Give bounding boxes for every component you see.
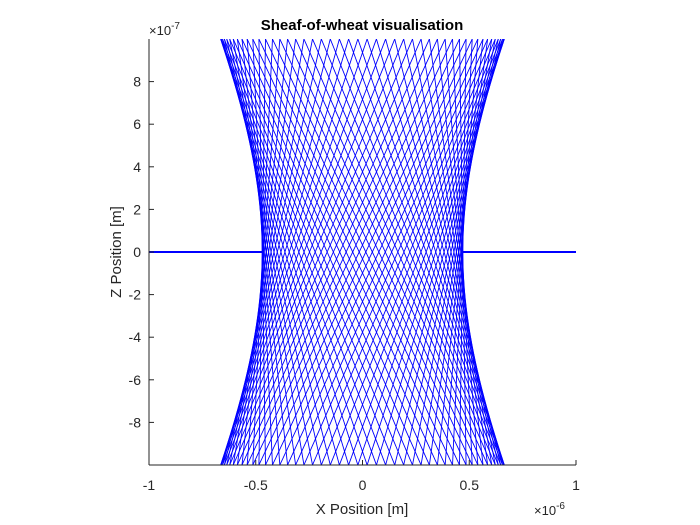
ray-lines [149,39,576,465]
y-tick-label: 4 [133,159,141,175]
x-tick-label: -1 [143,477,156,493]
y-exponent-power: -7 [171,21,180,32]
ray-line [246,39,446,465]
svg-text:×10-6: ×10-6 [534,501,565,518]
ray-line [265,39,467,465]
x-exponent-power: -6 [556,501,565,512]
ray-line [241,39,438,465]
x-tick-label: 0.5 [460,477,480,493]
y-tick-label: 0 [133,244,141,260]
y-tick-label: 6 [133,116,141,132]
x-tick-label: 0 [359,477,367,493]
svg-text:×10-7: ×10-7 [149,21,180,38]
ray-line [329,39,502,465]
y-axis-label: Z Position [m] [108,206,125,298]
ray-line [279,39,479,465]
ray-line [236,39,430,465]
y-tick-label: 2 [133,201,141,217]
ray-line [272,39,473,465]
y-axis-ticks: -8 -6 -4 -2 0 2 4 6 8 [129,74,154,430]
ray-line [258,39,460,465]
ray-line [303,39,493,465]
ray-line [229,39,413,465]
y-tick-label: -4 [129,329,142,345]
ray-line [320,39,499,465]
ray-line [287,39,484,465]
ray-line [252,39,453,465]
x-tick-label: 1 [572,477,580,493]
y-exponent-base: ×10 [149,23,171,38]
x-axis-ticks: -1 -0.5 0 0.5 1 [143,460,580,493]
y-tick-label: 8 [133,74,141,90]
y-tick-label: -6 [129,372,142,388]
y-exponent-label: ×10-7 [149,21,180,38]
x-axis-label: X Position [m] [316,501,409,518]
ray-line [312,39,496,465]
ray-line [226,39,405,465]
x-tick-label: -0.5 [244,477,268,493]
y-tick-label: -2 [129,287,142,303]
ray-line [295,39,489,465]
chart-title: Sheaf-of-wheat visualisation [261,17,464,34]
ray-line [223,39,396,465]
x-exponent-base: ×10 [534,503,556,518]
ray-line [232,39,422,465]
x-exponent-label: ×10-6 [534,501,565,518]
y-tick-label: -8 [129,414,142,430]
